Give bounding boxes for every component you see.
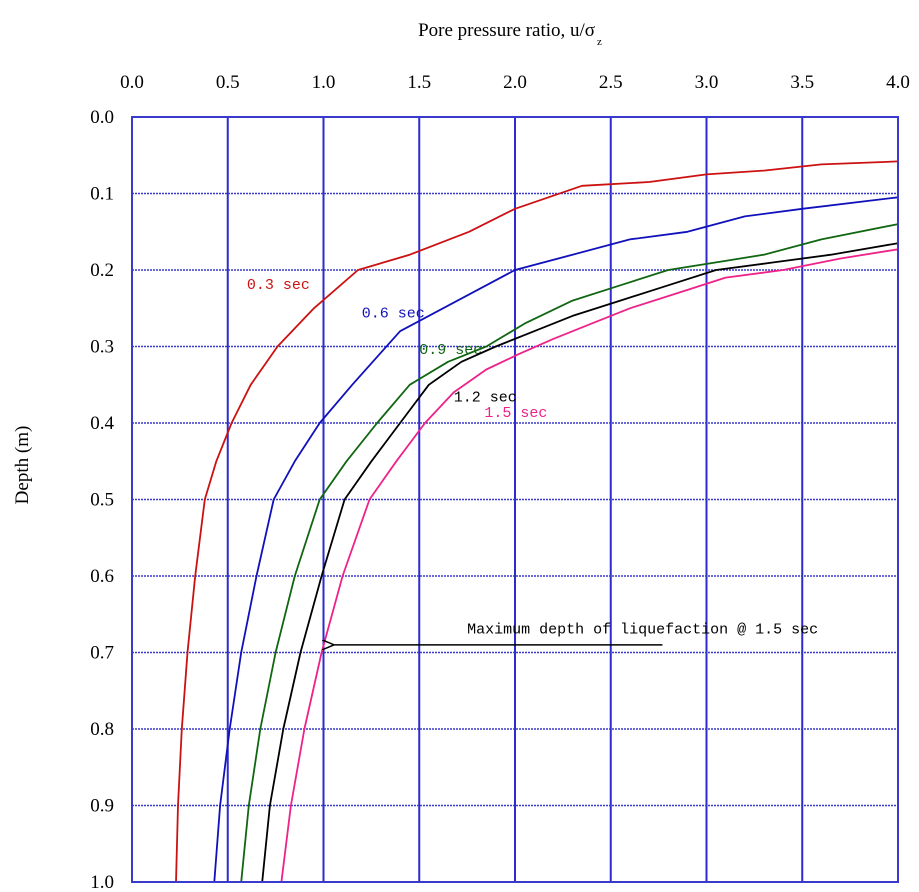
y-tick-label: 0.2 <box>90 260 114 281</box>
x-tick-label: 0.0 <box>120 72 144 93</box>
y-tick-label: 0.1 <box>90 184 114 205</box>
y-tick-label: 1.0 <box>90 872 114 892</box>
y-tick-label: 0.6 <box>90 566 114 587</box>
series-label: 1.2 sec <box>454 390 517 407</box>
x-tick-label: 2.5 <box>599 72 623 93</box>
plot-frame <box>131 116 899 883</box>
chart-title: Pore pressure ratio, u/σz <box>418 20 602 48</box>
x-tick-label: 4.0 <box>886 72 910 93</box>
series-line <box>213 196 899 883</box>
series-label: 0.6 sec <box>362 305 425 322</box>
x-tick-label: 3.5 <box>790 72 814 93</box>
x-tick-label: 1.0 <box>312 72 336 93</box>
annotation-text: Maximum depth of liquefaction @ 1.5 sec <box>467 621 818 638</box>
y-tick-label: 0.5 <box>90 490 114 511</box>
series-line <box>280 248 899 883</box>
series-label: 0.9 sec <box>419 342 482 359</box>
y-tick-label: 0.8 <box>90 719 114 740</box>
y-tick-label: 0.3 <box>90 337 114 358</box>
chart-title-main: Pore pressure ratio, u/σ <box>418 20 595 41</box>
y-tick-label: 0.9 <box>90 796 114 817</box>
series-line <box>240 223 899 883</box>
chart-tick-labels: 0.0 0.5 1.0 1.5 2.0 2.5 3.0 3.5 4.0 0.0 0.1 0.2 0.3 0… <box>90 72 910 892</box>
y-tick-label: 0.7 <box>90 643 114 664</box>
y-axis-label: Depth (m) <box>12 426 33 505</box>
x-tick-label: 1.5 <box>407 72 431 93</box>
y-tick-label: 0.0 <box>90 107 114 128</box>
x-tick-label: 2.0 <box>503 72 527 93</box>
x-tick-label: 0.5 <box>216 72 240 93</box>
x-tick-label: 3.0 <box>695 72 719 93</box>
series-line <box>175 160 899 883</box>
series-label: 1.5 sec <box>484 405 547 422</box>
chart-annotations: Maximum depth of liquefaction @ 1.5 sec <box>333 621 818 644</box>
series-label: 0.3 sec <box>247 277 310 294</box>
chart-title-subscript: z <box>597 36 602 48</box>
y-tick-label: 0.4 <box>90 413 114 434</box>
series-line <box>261 242 899 883</box>
